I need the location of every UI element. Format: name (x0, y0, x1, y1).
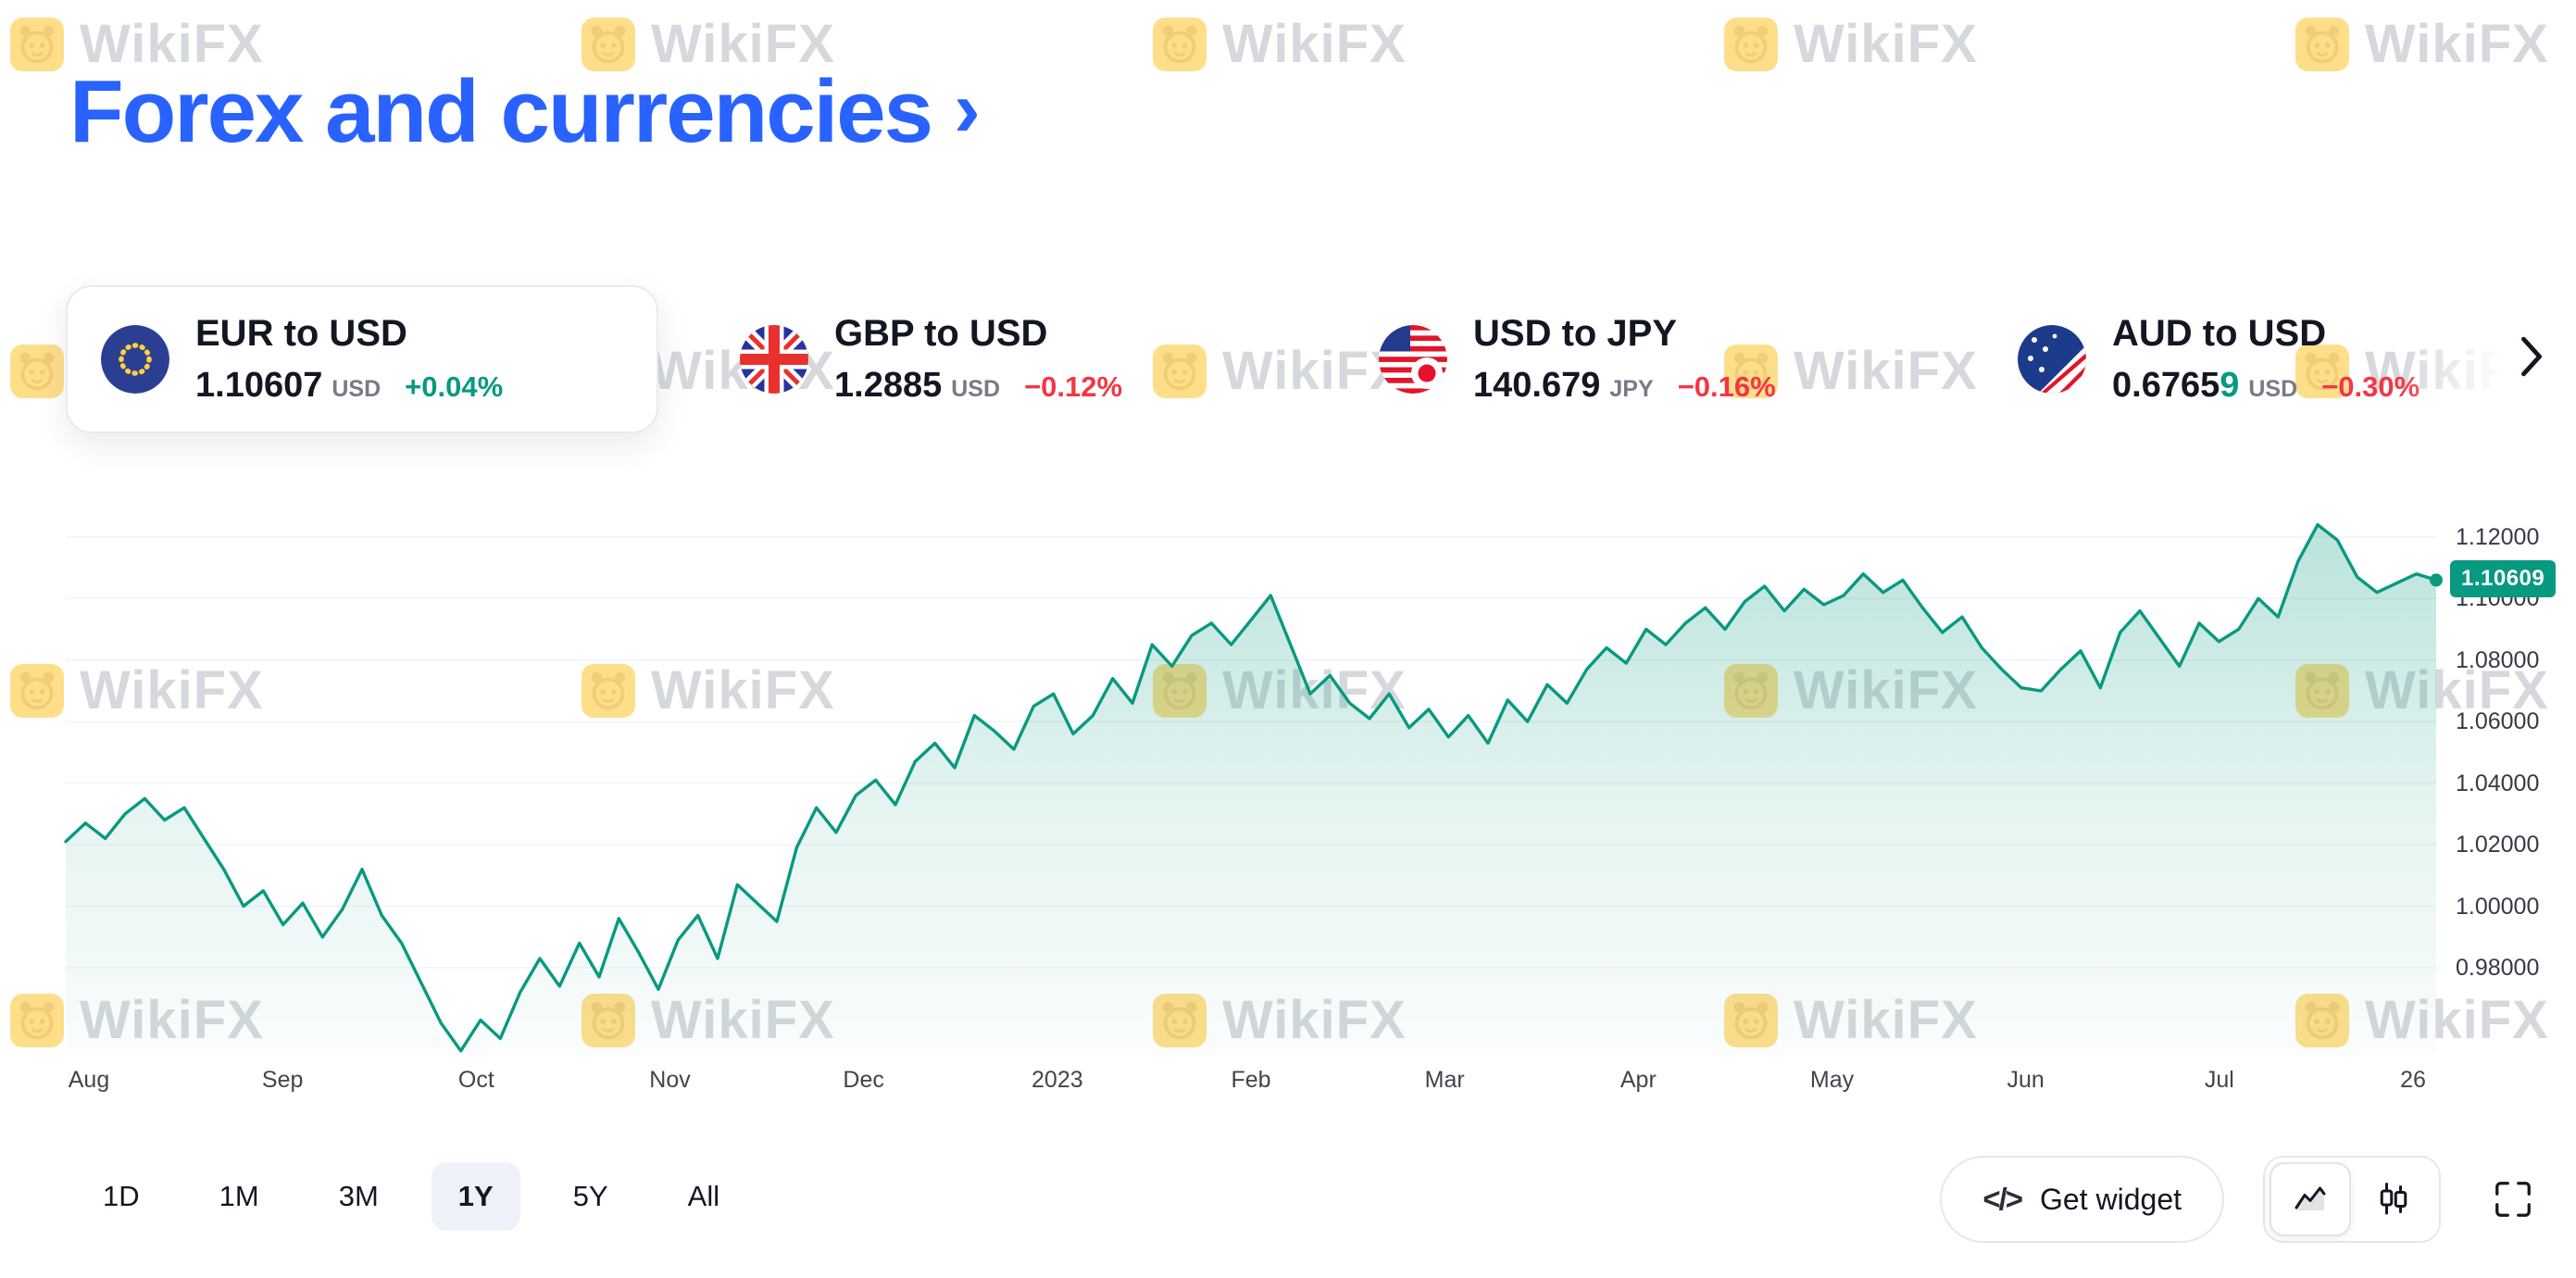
title-chevron-icon[interactable]: › (954, 64, 981, 154)
chevron-right-icon (2521, 336, 2542, 377)
code-icon: </> (1982, 1182, 2023, 1216)
y-axis-label: 1.00000 (2456, 893, 2540, 920)
pair-price: 1.2885 (834, 366, 943, 405)
range-button-1y[interactable]: 1Y (431, 1162, 520, 1231)
x-axis-label: 2023 (1032, 1067, 1083, 1093)
area-chart-icon (2295, 1186, 2326, 1210)
pair-unit: JPY (1609, 376, 1654, 402)
usd-jpy-flag-icon (1379, 325, 1447, 394)
pair-change: −0.12% (1024, 370, 1123, 403)
x-axis-label: Dec (843, 1067, 884, 1093)
currency-card-gbp-usd[interactable]: GBP to USD 1.2885 USD −0.12% (705, 285, 1297, 433)
pair-label: USD to JPY (1473, 313, 1678, 354)
currency-card-usd-jpy[interactable]: USD to JPY 140.679 JPY −0.16% (1344, 285, 1936, 433)
chart-type-selector (2263, 1156, 2441, 1243)
get-widget-button[interactable]: </> Get widget (1940, 1156, 2224, 1243)
pair-price: 0.6765 (2112, 366, 2220, 405)
x-axis-label: Nov (649, 1067, 691, 1093)
candlestick-icon (2380, 1183, 2407, 1215)
gbp-usd-flag-icon (740, 325, 808, 394)
range-button-1m[interactable]: 1M (219, 1180, 259, 1212)
pair-label: AUD to USD (2112, 313, 2327, 354)
range-button-1d[interactable]: 1D (103, 1180, 140, 1212)
pair-label: EUR to USD (195, 313, 407, 354)
range-button-all[interactable]: All (687, 1180, 720, 1212)
cards-next-button[interactable] (2400, 296, 2576, 417)
range-selector: 1D 1M 3M 1Y 5Y All (76, 1162, 746, 1231)
page-title-row: Forex and currencies › (69, 61, 981, 163)
pair-price-tick: 9 (2220, 366, 2240, 405)
pair-price: 140.679 (1473, 366, 1601, 405)
x-axis-label: May (1809, 1067, 1855, 1093)
pair-price: 1.10607 (195, 366, 323, 405)
x-axis-label: Sep (261, 1067, 304, 1093)
y-axis-label: 1.08000 (2456, 646, 2540, 673)
chart-toolbar: </> Get widget (1940, 1156, 2546, 1243)
y-axis-label: 1.02000 (2456, 832, 2540, 858)
chart-last-price-dot (2430, 573, 2443, 587)
currency-cards-row: EUR to USD 1.10607 USD +0.04% (66, 285, 2575, 433)
x-axis-label: Apr (1619, 1067, 1657, 1093)
chart-area-fill (66, 524, 2436, 1054)
pair-change: −0.16% (1677, 370, 1776, 403)
x-axis-label: Jul (2204, 1067, 2234, 1093)
currency-card-eur-usd[interactable]: EUR to USD 1.10607 USD +0.04% (66, 285, 658, 433)
fullscreen-button[interactable] (2480, 1166, 2546, 1233)
get-widget-label: Get widget (2040, 1182, 2182, 1216)
pair-unit: USD (951, 376, 1001, 402)
x-axis-label: 26 (2400, 1067, 2426, 1093)
x-axis-label: Oct (457, 1067, 494, 1093)
pair-unit: USD (331, 376, 381, 402)
last-price-badge: 1.10609 (2450, 560, 2557, 598)
x-axis-label: Jun (2007, 1067, 2045, 1093)
y-axis-label: 1.06000 (2456, 708, 2540, 735)
pair-change: +0.04% (405, 370, 504, 403)
y-axis-label: 1.04000 (2456, 770, 2540, 796)
price-chart[interactable] (64, 500, 2443, 1054)
range-button-5y[interactable]: 5Y (572, 1180, 608, 1212)
eur-usd-flag-icon (101, 325, 169, 394)
pair-unit: USD (2248, 376, 2298, 402)
chart-x-axis: Aug Sep Oct Nov Dec 2023 Feb Mar Apr May Jun Jul 26 (66, 1067, 2436, 1104)
y-axis-label: 1.12000 (2456, 523, 2540, 550)
x-axis-label: Mar (1424, 1067, 1465, 1093)
page-title[interactable]: Forex and currencies (69, 62, 933, 161)
y-axis-label: 0.98000 (2456, 954, 2540, 981)
range-button-3m[interactable]: 3M (338, 1180, 379, 1212)
fullscreen-icon (2495, 1182, 2531, 1217)
aud-usd-flag-icon (2018, 325, 2086, 394)
area-chart-type-button[interactable] (2270, 1162, 2351, 1236)
chart-price-line (64, 522, 2438, 1053)
pair-label: GBP to USD (834, 313, 1048, 354)
x-axis-label: Aug (68, 1067, 110, 1093)
x-axis-label: Feb (1231, 1067, 1271, 1093)
candlestick-chart-type-button[interactable] (2353, 1162, 2434, 1236)
